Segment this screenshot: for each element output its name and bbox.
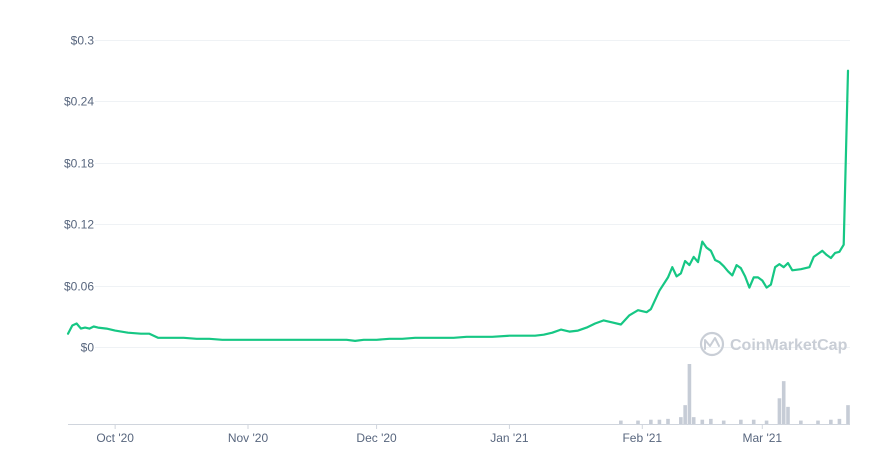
x-tick-label: Jan '21 [490, 431, 529, 445]
x-tick-label: Mar '21 [742, 431, 782, 445]
volume-bar [786, 406, 790, 424]
grid [95, 40, 850, 348]
volume-bar [709, 418, 713, 424]
volume-bar [679, 417, 683, 424]
volume-bar [829, 419, 833, 424]
volume-bar [683, 405, 687, 424]
volume-bar [751, 419, 756, 424]
volume-bar [846, 405, 850, 424]
volume-bar [657, 419, 662, 424]
volume-bar [687, 364, 692, 424]
y-axis: $0 $0.06 $0.12 $0.18 $0.24 $0.3 [64, 34, 94, 355]
volume-bar [721, 420, 726, 424]
volume-bar [781, 381, 786, 424]
volume-bar [816, 420, 820, 424]
y-tick-label: $0 [81, 341, 95, 355]
volume-bar [837, 418, 842, 424]
x-tick-label: Oct '20 [96, 431, 134, 445]
watermark: CoinMarketCap [699, 331, 848, 357]
y-tick-label: $0.18 [64, 157, 94, 171]
volume-bar [649, 419, 653, 424]
volume-bar [739, 419, 743, 424]
price-line [66, 69, 850, 342]
x-tick-label: Nov '20 [228, 431, 269, 445]
y-tick-label: $0.3 [71, 34, 95, 48]
price-series [66, 69, 850, 342]
x-tick-label: Feb '21 [622, 431, 662, 445]
volume-bar [777, 398, 782, 424]
volume-bar [764, 420, 769, 424]
volume-bar [666, 418, 670, 424]
watermark-text: CoinMarketCap [730, 337, 848, 354]
volume-bar [691, 417, 696, 424]
y-tick-label: $0.12 [64, 218, 94, 232]
volume-bar [700, 419, 705, 424]
volume-bar [619, 420, 623, 424]
volume-bar [799, 420, 803, 424]
y-tick-label: $0.06 [64, 280, 94, 294]
volume-bar [636, 420, 640, 424]
x-axis: Oct '20 Nov '20 Dec '20 Jan '21 Feb '21 Mar '… [96, 424, 782, 445]
volume-bars [619, 364, 850, 424]
y-tick-label: $0.24 [64, 95, 94, 109]
x-tick-label: Dec '20 [356, 431, 397, 445]
coinmarketcap-logo-icon [699, 331, 725, 357]
